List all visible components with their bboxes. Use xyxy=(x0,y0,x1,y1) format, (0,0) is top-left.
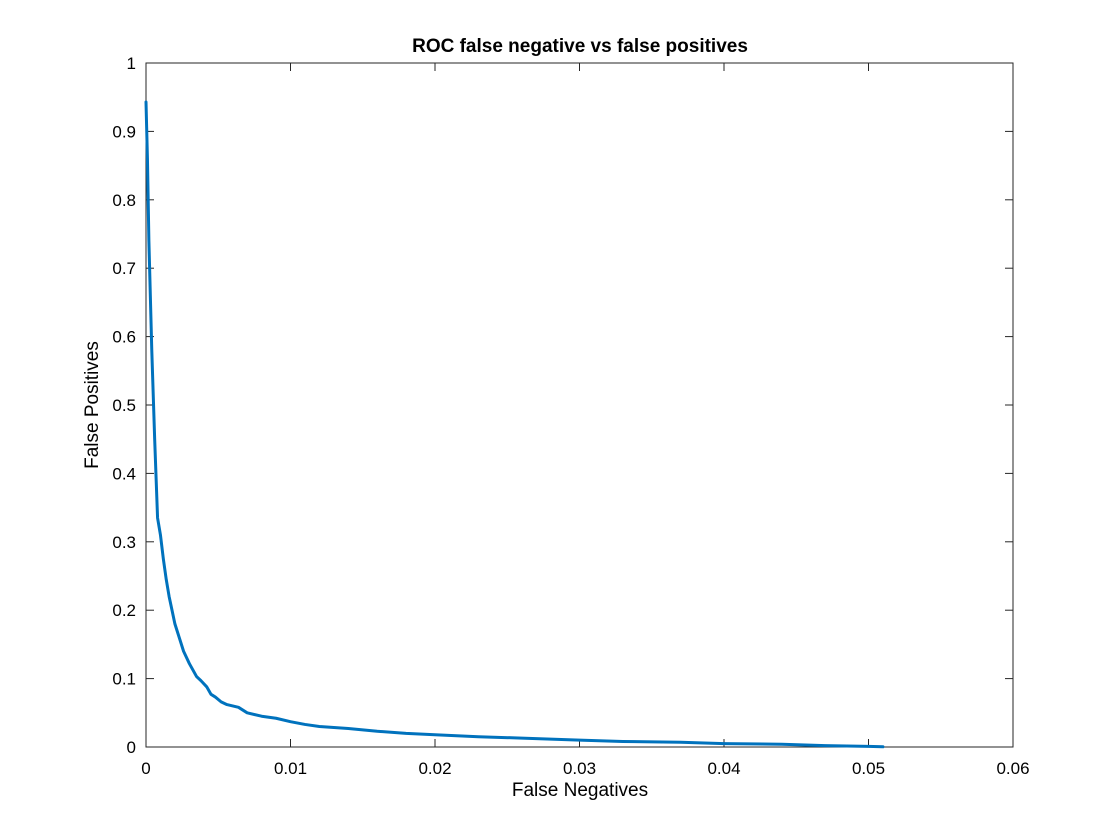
y-tick-label: 0.2 xyxy=(112,601,136,620)
axis-ticks xyxy=(145,62,1014,748)
y-tick-labels: 0 0.1 0.2 0.3 0.4 0.5 0.6 0.7 0.8 0.9 1 xyxy=(112,54,136,757)
x-tick-labels: 0 0.01 0.02 0.03 0.04 0.05 0.06 xyxy=(141,759,1029,778)
x-axis-label: False Negatives xyxy=(512,780,648,801)
plot-area xyxy=(145,62,1014,748)
y-tick-label: 1 xyxy=(127,54,136,73)
x-tick-label: 0.04 xyxy=(707,759,740,778)
y-tick-label: 0.4 xyxy=(112,464,136,483)
roc-curve-line xyxy=(144,100,885,749)
x-tick-label: 0.01 xyxy=(274,759,307,778)
x-tick-label: 0.05 xyxy=(852,759,885,778)
y-axis-label: False Positives xyxy=(82,341,103,469)
y-tick-label: 0.3 xyxy=(112,533,136,552)
y-tick-label: 0.7 xyxy=(112,259,136,278)
y-tick-label: 0.6 xyxy=(112,328,136,347)
y-tick-label: 0.5 xyxy=(112,396,136,415)
y-tick-label: 0.9 xyxy=(112,122,136,141)
y-tick-label: 0 xyxy=(127,738,136,757)
x-tick-label: 0.02 xyxy=(418,759,451,778)
x-tick-label: 0.06 xyxy=(996,759,1029,778)
x-tick-label: 0.03 xyxy=(563,759,596,778)
chart-title: ROC false negative vs false positives xyxy=(412,36,748,57)
x-tick-label: 0 xyxy=(141,759,150,778)
y-tick-label: 0.1 xyxy=(112,670,136,689)
y-tick-label: 0.8 xyxy=(112,191,136,210)
